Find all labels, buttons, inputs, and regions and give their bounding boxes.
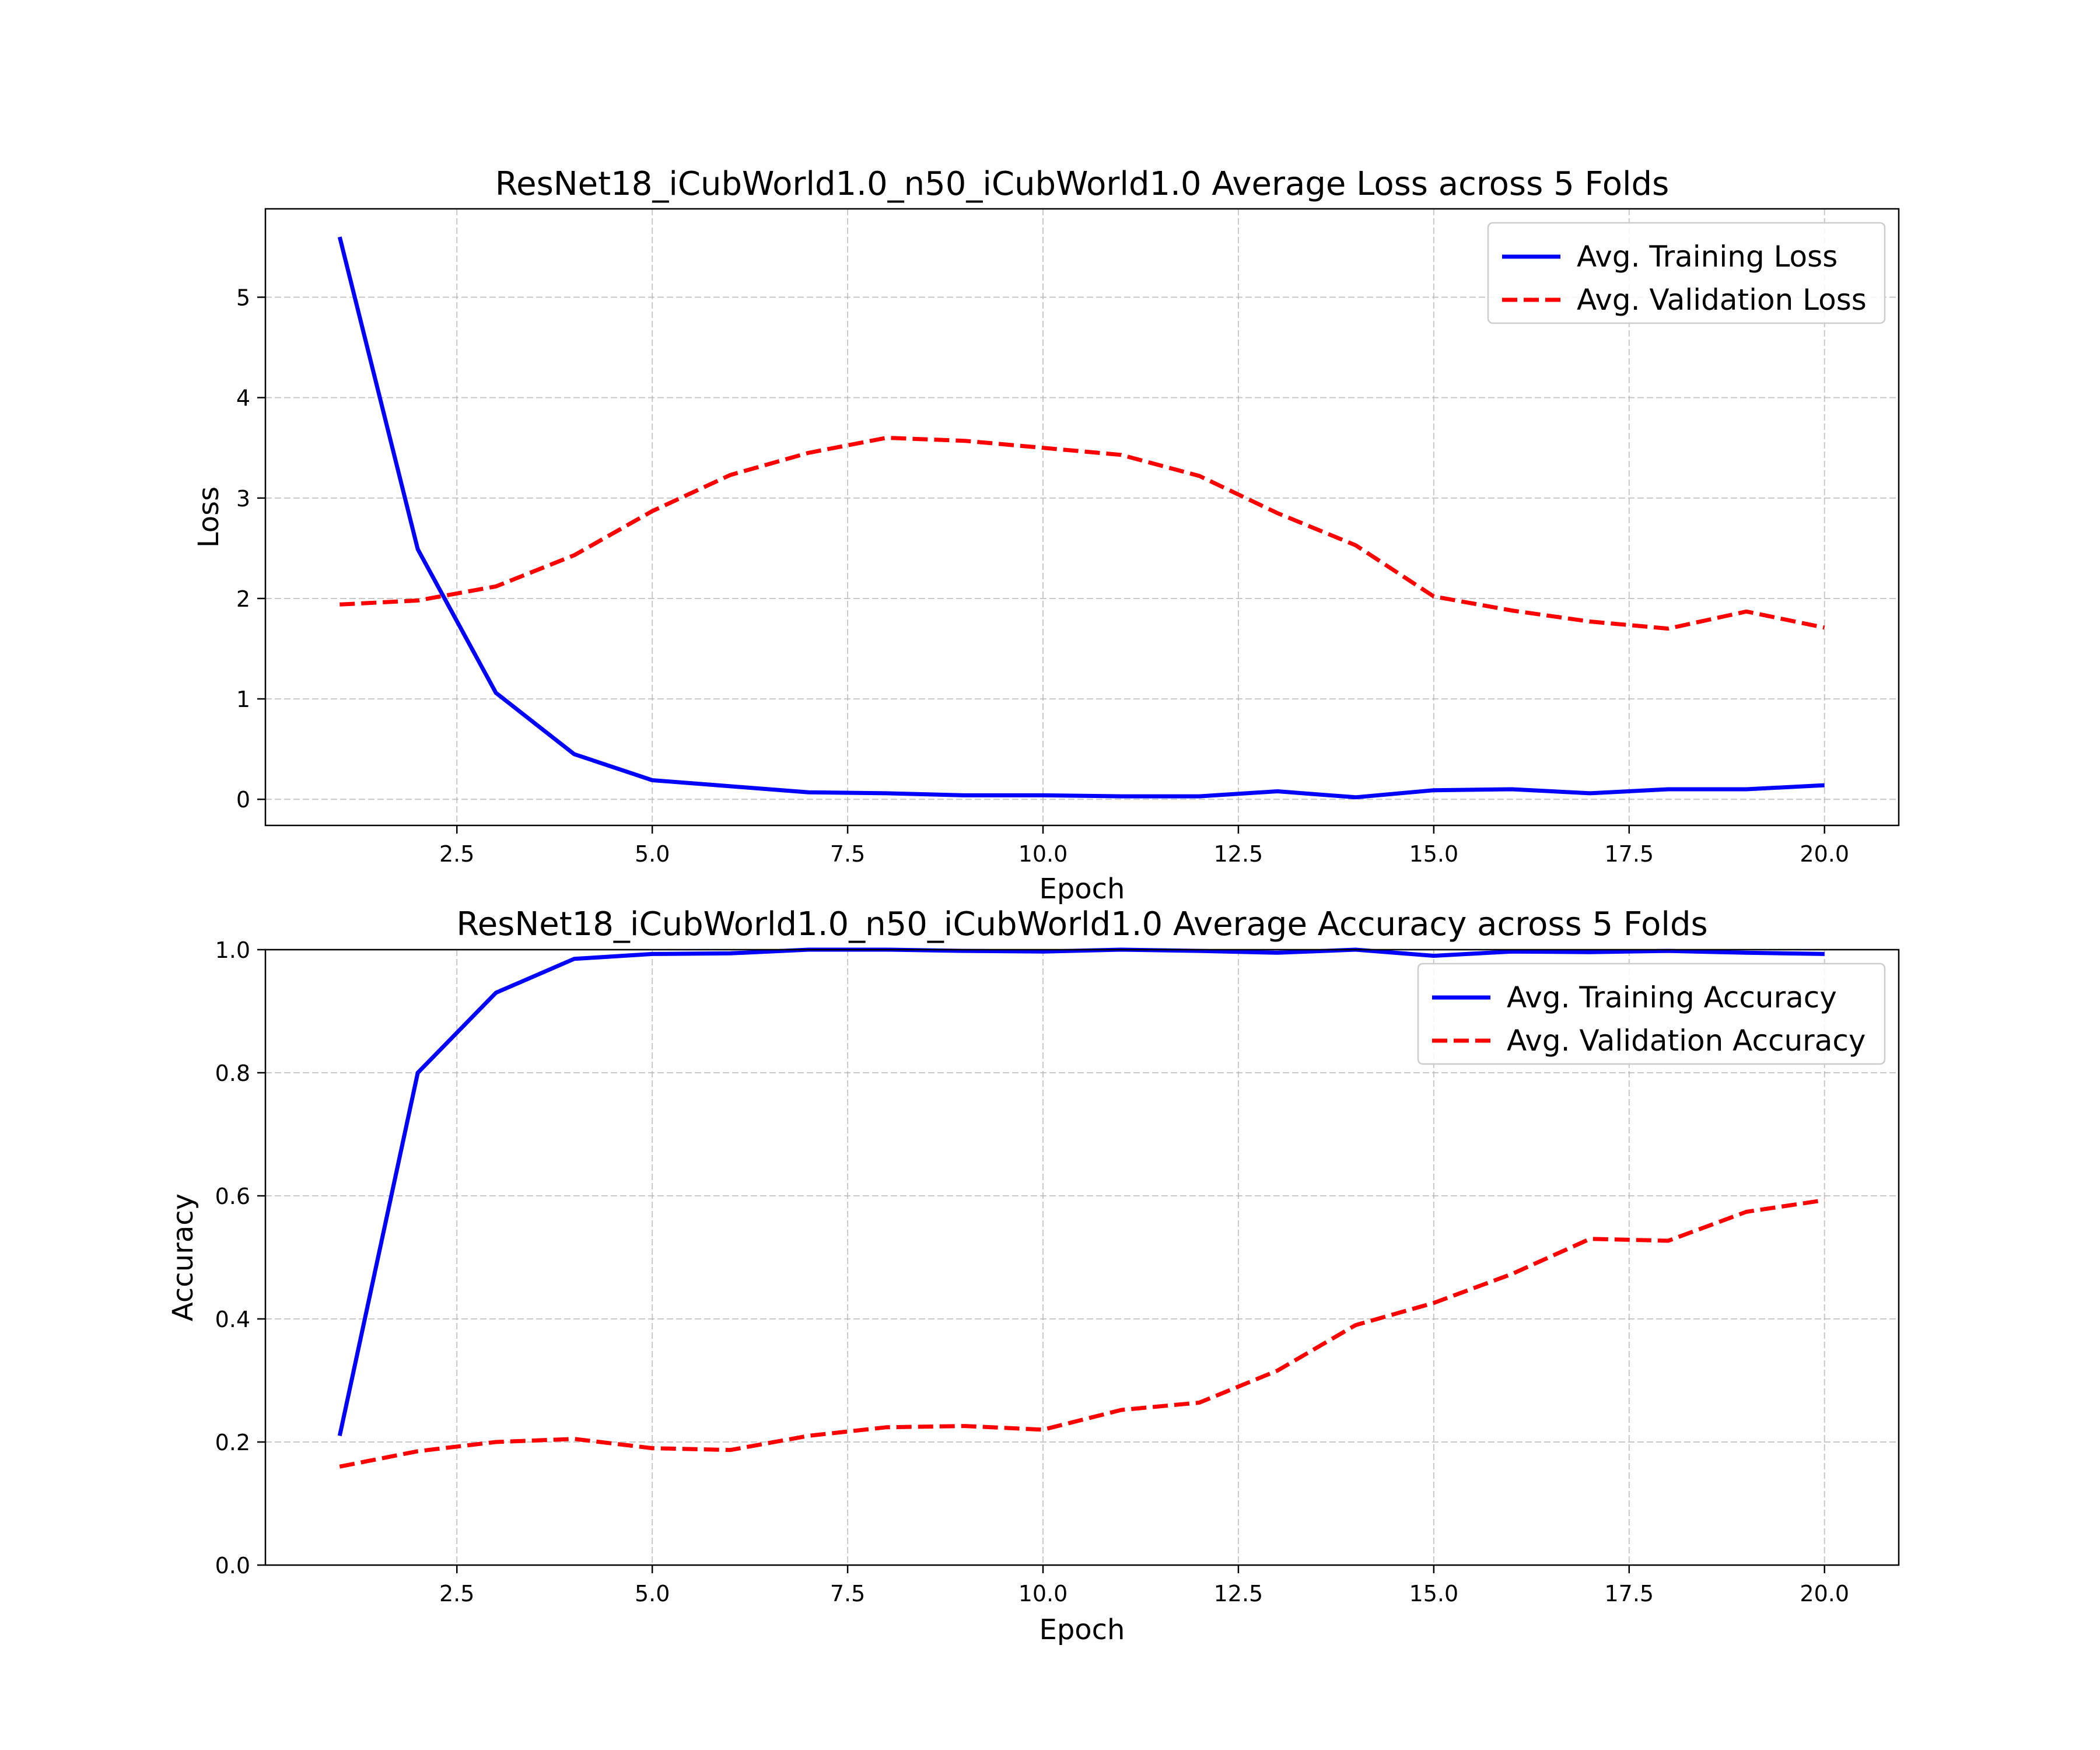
y-tick-label: 0.4 — [215, 1307, 250, 1332]
legend: Avg. Training Accuracy Avg. Validation Ac… — [1417, 963, 1886, 1065]
x-tick-label: 15.0 — [1409, 1581, 1459, 1606]
axes-frame — [264, 208, 1900, 827]
chart-title: ResNet18_iCubWorld1.0_n50_iCubWorld1.0 A… — [495, 165, 1670, 203]
series-lines — [337, 236, 1825, 800]
x-axis-label: Epoch — [1040, 873, 1125, 905]
y-tick-label: 0.8 — [215, 1060, 250, 1086]
grid — [265, 209, 1899, 825]
chart-loss: 2.5 5.0 7.5 10.0 12.5 15.0 17.5 20.0 0 1 2 3 4 5 ResNe… — [192, 165, 1900, 905]
y-tick-label: 1.0 — [215, 937, 250, 963]
x-tick-label: 5.0 — [635, 1581, 670, 1606]
legend-label: Avg. Training Loss — [1577, 240, 1838, 274]
series-lines — [337, 947, 1825, 1469]
y-axis-label: Accuracy — [167, 1194, 200, 1321]
y-tick-label: 0 — [236, 787, 250, 813]
x-tick-label: 17.5 — [1604, 841, 1654, 867]
x-tick-label: 5.0 — [635, 841, 670, 867]
chart-accuracy: 2.5 5.0 7.5 10.0 12.5 15.0 17.5 20.0 0.0 0.2 0.4 0.… — [167, 905, 1900, 1646]
series-line-training — [337, 947, 1825, 1437]
y-tick-label: 1 — [236, 687, 250, 712]
y-tick-label: 2 — [236, 586, 250, 612]
x-tick-label: 7.5 — [830, 841, 865, 867]
x-tick-label: 10.0 — [1019, 1581, 1068, 1606]
y-axis-label: Loss — [192, 487, 225, 548]
x-axis-label: Epoch — [1040, 1614, 1125, 1646]
legend: Avg. Training Loss Avg. Validation Loss — [1487, 222, 1886, 324]
x-tick-label: 20.0 — [1800, 841, 1849, 867]
legend-label: Avg. Validation Loss — [1577, 283, 1867, 317]
legend-label: Avg. Training Accuracy — [1507, 981, 1837, 1014]
y-tick-label: 0.2 — [215, 1430, 250, 1455]
axes-frame — [264, 949, 1900, 1566]
legend-box — [1487, 222, 1886, 324]
y-tick-label: 0.0 — [215, 1553, 250, 1578]
x-tick-label: 20.0 — [1800, 1581, 1849, 1606]
x-tick-label: 10.0 — [1019, 841, 1068, 867]
series-line-training — [337, 236, 1825, 800]
chart-title: ResNet18_iCubWorld1.0_n50_iCubWorld1.0 A… — [456, 905, 1707, 943]
legend-box — [1417, 963, 1886, 1065]
series-line-validation — [340, 436, 1825, 631]
series-line-validation — [339, 1198, 1825, 1469]
x-tick-label: 2.5 — [439, 841, 474, 867]
x-tick-label: 12.5 — [1214, 1581, 1264, 1606]
x-tick-label: 2.5 — [439, 1581, 474, 1606]
y-tick-label: 0.6 — [215, 1184, 250, 1209]
y-tick-label: 4 — [236, 386, 250, 411]
legend-label: Avg. Validation Accuracy — [1507, 1024, 1866, 1058]
x-tick-label: 15.0 — [1409, 841, 1459, 867]
x-tick-label: 12.5 — [1214, 841, 1264, 867]
x-tick-label: 7.5 — [830, 1581, 865, 1606]
y-tick-label: 3 — [236, 486, 250, 512]
y-tick-label: 5 — [236, 285, 250, 310]
x-tick-label: 17.5 — [1604, 1581, 1654, 1606]
